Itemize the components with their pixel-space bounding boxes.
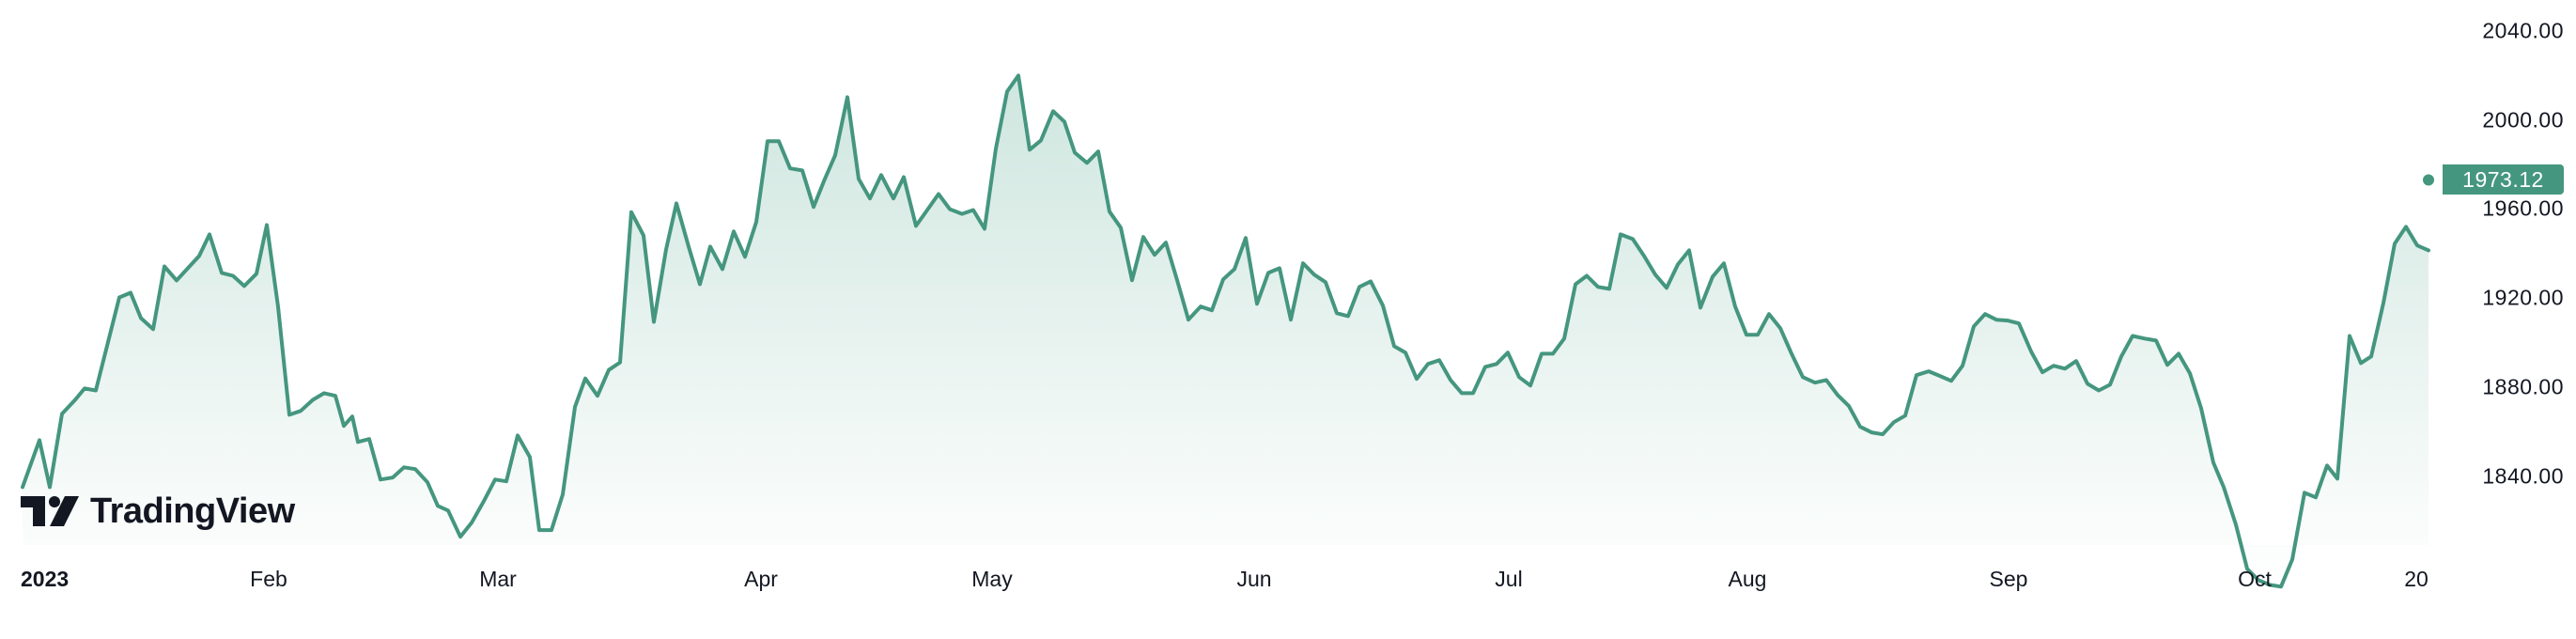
y-tick-label: 1840.00 [2482,463,2564,489]
tradingview-logo[interactable]: TradingView [21,491,295,531]
y-tick-label: 2040.00 [2482,18,2564,43]
x-tick-label: Feb [250,567,287,591]
tradingview-wordmark: TradingView [90,491,295,531]
y-tick-label: 1880.00 [2482,374,2564,399]
price-area-fill [23,75,2429,587]
x-tick-label: Mar [479,567,517,591]
x-tick-label: Oct [2238,567,2272,591]
x-tick-label-year: 2023 [21,567,70,591]
x-tick-label: Sep [1989,567,2028,591]
last-price-badge: 1973.12 [2443,164,2564,195]
x-tick-label: 20 [2404,567,2429,591]
y-tick-label: 1920.00 [2482,285,2564,310]
y-tick-label: 1960.00 [2482,195,2564,221]
price-line [21,73,2430,589]
x-tick-label: Jul [1495,567,1523,591]
x-tick-label: Aug [1728,567,1767,591]
last-price-marker [2423,174,2434,186]
x-tick-label: Apr [744,567,778,591]
tradingview-logo-icon [21,496,79,526]
y-tick-label: 2000.00 [2482,107,2564,132]
x-tick-label: May [971,567,1013,591]
x-tick-label: Jun [1236,567,1272,591]
